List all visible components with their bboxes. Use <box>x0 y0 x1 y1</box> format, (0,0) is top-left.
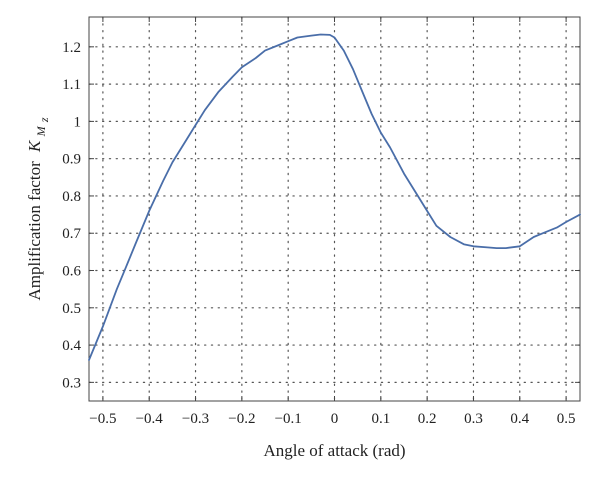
x-tick-label: −0.2 <box>228 411 255 427</box>
x-tick-label: −0.5 <box>89 411 116 427</box>
y-tick-label: 0.8 <box>62 189 81 205</box>
x-tick-label: 0.3 <box>464 411 483 427</box>
y-tick-label: 0.4 <box>62 338 81 354</box>
y-tick-label: 1.2 <box>62 40 81 56</box>
y-axis-title-sub-2: z <box>37 117 51 123</box>
y-axis-title: Amplification factor K M z <box>25 117 51 300</box>
grid <box>88 16 581 402</box>
tick-labels: −0.5 −0.4 −0.3 −0.2 −0.1 0 0.1 0.2 0.3 0.4 0.5 0.3 0… <box>62 40 575 427</box>
x-tick-label: 0.5 <box>557 411 576 427</box>
y-tick-label: 0.5 <box>62 301 81 317</box>
x-tick-label: −0.1 <box>275 411 302 427</box>
x-tick-label: 0.1 <box>371 411 390 427</box>
x-axis-title: Angle of attack (rad) <box>263 441 405 460</box>
series-line <box>88 33 581 361</box>
x-tick-label: −0.3 <box>182 411 209 427</box>
y-tick-label: 0.9 <box>62 152 81 168</box>
y-tick-label: 0.6 <box>62 264 81 280</box>
y-tick-label: 0.7 <box>62 226 81 242</box>
y-axis-title-symbol: K <box>25 139 44 153</box>
x-tick-label: 0.4 <box>510 411 529 427</box>
x-tick-label: −0.4 <box>136 411 164 427</box>
x-tick-label: 0 <box>331 411 339 427</box>
y-tick-label: 1 <box>74 114 82 130</box>
y-axis-title-sub-1: M <box>34 125 48 137</box>
ticks <box>89 17 580 401</box>
y-tick-label: 1.1 <box>62 77 81 93</box>
y-tick-label: 0.3 <box>62 375 81 391</box>
x-tick-label: 0.2 <box>418 411 437 427</box>
y-axis-title-text: Amplification factor <box>25 161 44 301</box>
